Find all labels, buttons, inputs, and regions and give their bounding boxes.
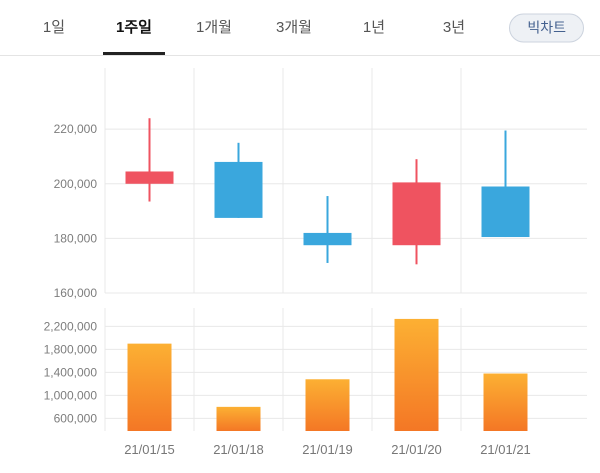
period-tab-6[interactable]: 3년: [442, 19, 466, 36]
volume-bar[interactable]: [483, 373, 528, 431]
volume-bar[interactable]: [216, 406, 261, 431]
volume-axis-label: 1,800,000: [44, 342, 98, 356]
volume-axis-label: 1,400,000: [44, 365, 98, 379]
period-tab-1[interactable]: 1일: [42, 19, 66, 36]
candle-body[interactable]: [303, 232, 352, 246]
date-label: 21/01/20: [391, 442, 442, 457]
candle-body[interactable]: [481, 186, 530, 238]
date-label: 21/01/18: [213, 442, 264, 457]
volume-bar[interactable]: [127, 343, 172, 431]
period-tab-5[interactable]: 1년: [362, 19, 386, 36]
volume-bar[interactable]: [305, 379, 350, 431]
candle-body[interactable]: [125, 171, 174, 184]
period-tab-4[interactable]: 3개월: [276, 19, 312, 36]
chart-canvas: 160,000 180,000 200,000 220,000 600,000 1,000…: [44, 68, 587, 457]
period-tab-2[interactable]: 1주일: [94, 0, 174, 55]
period-tab-3[interactable]: 1개월: [196, 19, 232, 36]
volume-axis-label: 1,000,000: [44, 388, 98, 402]
date-label: 21/01/19: [302, 442, 353, 457]
volume-axis-label: 600,000: [54, 411, 98, 425]
date-label: 21/01/15: [124, 442, 175, 457]
volume-axis-label: 2,200,000: [44, 319, 98, 333]
price-axis-label: 180,000: [54, 231, 98, 245]
period-tabbar: 1일 1주일 1개월 3개월 1년 3년 빅차트: [0, 0, 600, 56]
price-axis-label: 160,000: [54, 286, 98, 300]
price-axis-label: 200,000: [54, 177, 98, 191]
volume-bar[interactable]: [394, 318, 439, 431]
candle-body[interactable]: [392, 182, 441, 246]
big-chart-button[interactable]: 빅차트: [509, 13, 584, 42]
date-label: 21/01/21: [480, 442, 531, 457]
candle-body[interactable]: [214, 161, 263, 218]
period-tabs: 1일 1주일 1개월 3개월 1년 3년: [0, 0, 494, 55]
price-axis-label: 220,000: [54, 122, 98, 136]
